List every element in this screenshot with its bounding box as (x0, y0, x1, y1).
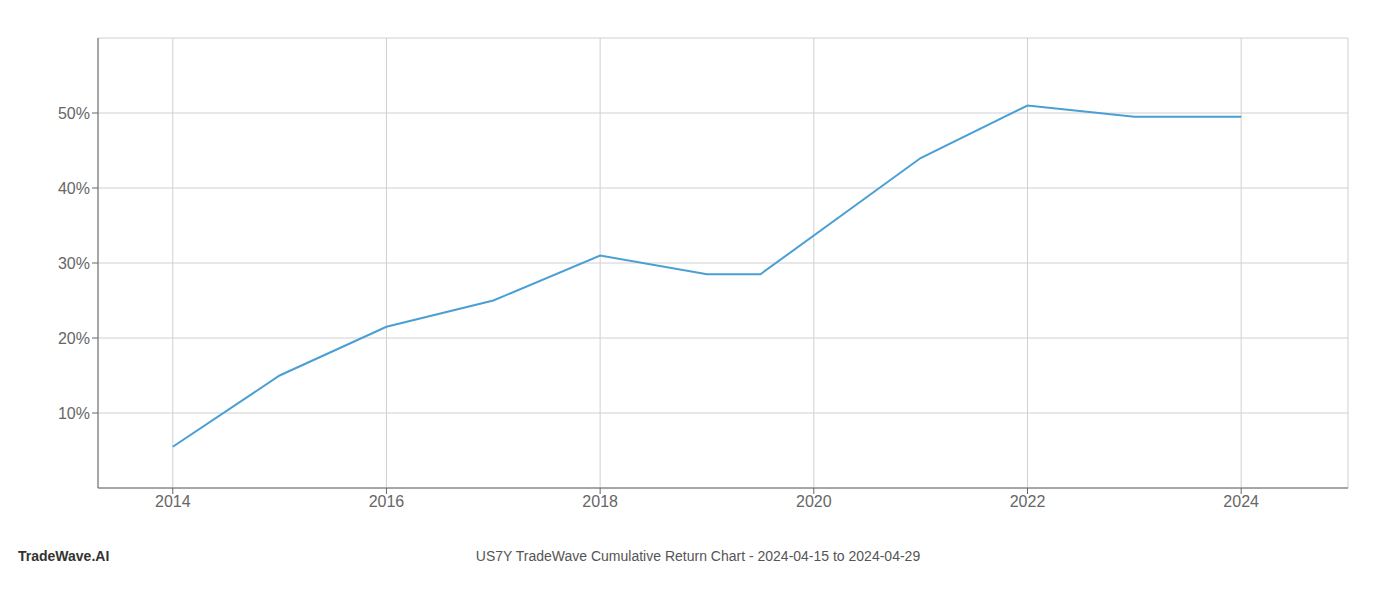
svg-text:40%: 40% (58, 180, 90, 197)
svg-text:2018: 2018 (582, 493, 618, 510)
html-text:TradeWave.AI: TradeWave.AI (18, 548, 110, 564)
svg-text:2014: 2014 (155, 493, 191, 510)
svg-text:2020: 2020 (796, 493, 832, 510)
svg-text:2022: 2022 (1010, 493, 1046, 510)
svg-text:2024: 2024 (1223, 493, 1259, 510)
html-text:US7Y TradeWave Cumulative Retu: US7Y TradeWave Cumulative Return Chart -… (475, 548, 921, 564)
svg-text:20%: 20% (58, 330, 90, 347)
svg-text:30%: 30% (58, 255, 90, 272)
svg-text:50%: 50% (58, 105, 90, 122)
svg-text:10%: 10% (58, 405, 90, 422)
svg-text:2016: 2016 (369, 493, 405, 510)
